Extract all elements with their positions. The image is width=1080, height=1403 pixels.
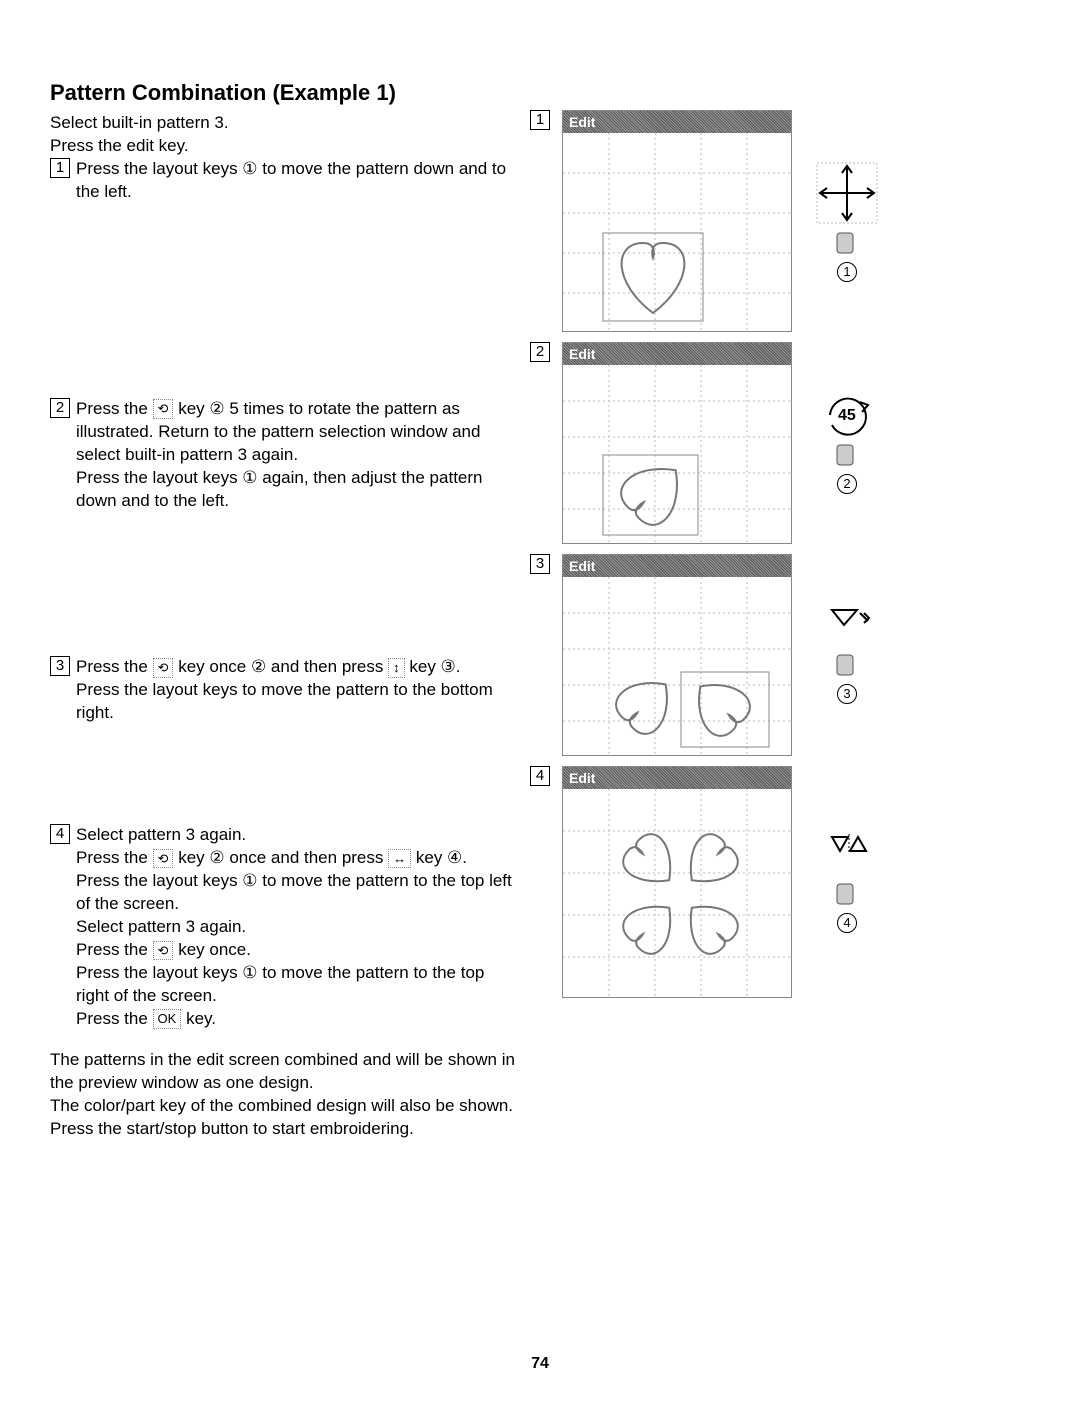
- icon-label-2: 2: [837, 474, 857, 494]
- icon-col-1: 1: [812, 110, 882, 330]
- intro-line-2: Press the edit key.: [50, 135, 520, 158]
- step-4-line2b: key ② once and then press: [178, 848, 383, 867]
- edit-grid-2: [563, 365, 791, 543]
- step-2-text-c: Press the layout keys ① again, then adju…: [76, 468, 482, 510]
- spacer: [50, 208, 520, 398]
- screen-row-2: 2 Edit: [530, 342, 1070, 544]
- step-3: 3 Press the ⟲ key once ② and then press …: [50, 656, 520, 725]
- page-title: Pattern Combination (Example 1): [50, 80, 520, 106]
- icon-col-4: 4: [812, 766, 882, 996]
- spacer: [50, 729, 520, 824]
- screen-row-3: 3 Edit: [530, 554, 1070, 756]
- step-4: 4 Select pattern 3 again. Press the ⟲ ke…: [50, 824, 520, 1030]
- screen-row-1: 1 Edit: [530, 110, 1070, 332]
- page-number: 74: [0, 1355, 1080, 1373]
- step-3-number: 3: [50, 656, 70, 676]
- device-icon: [832, 228, 862, 258]
- edit-grid-4: [563, 789, 791, 997]
- spacer: [50, 1035, 520, 1049]
- step-4-line4: Select pattern 3 again.: [76, 917, 246, 936]
- icon-label-3: 3: [837, 684, 857, 704]
- step-3-text-b: key once ② and then press: [178, 657, 383, 676]
- closing-p2: The color/part key of the combined desig…: [50, 1095, 520, 1118]
- rotate-45-label: 45: [838, 407, 856, 424]
- heart-preview-4: [563, 789, 793, 997]
- step-4-line1: Select pattern 3 again.: [76, 825, 246, 844]
- step-4-line2a: Press the: [76, 848, 148, 867]
- step-2-text: Press the ⟲ key ② 5 times to rotate the …: [76, 398, 520, 513]
- closing-p1: The patterns in the edit screen combined…: [50, 1049, 520, 1095]
- rotate-key-icon: ⟲: [153, 941, 174, 961]
- step-3-text-c: key ③.: [409, 657, 460, 676]
- heart-preview-1: [563, 133, 793, 331]
- device-icon: [832, 879, 862, 909]
- step-4-line7a: Press the: [76, 1009, 148, 1028]
- edit-screen-2: Edit: [562, 342, 792, 544]
- rotate-key-icon: ⟲: [153, 849, 174, 869]
- edit-header: Edit: [563, 555, 791, 577]
- step-4-text: Select pattern 3 again. Press the ⟲ key …: [76, 824, 520, 1030]
- screen-row-4: 4 Edit: [530, 766, 1070, 998]
- rotate-key-icon: ⟲: [153, 658, 174, 678]
- edit-header: Edit: [563, 767, 791, 789]
- edit-header: Edit: [563, 343, 791, 365]
- heart-preview-2: [563, 365, 793, 543]
- step-2-number: 2: [50, 398, 70, 418]
- rotate-key-icon: ⟲: [153, 399, 174, 419]
- step-3-text-a: Press the: [76, 657, 148, 676]
- icon-col-3: 3: [812, 554, 882, 754]
- screen-1-number: 1: [530, 110, 550, 130]
- rotate-45-icon: 45: [820, 390, 875, 440]
- ok-key-icon: OK: [153, 1009, 182, 1029]
- device-icon: [832, 440, 862, 470]
- screen-2-number: 2: [530, 342, 550, 362]
- step-4-line3: Press the layout keys ① to move the patt…: [76, 871, 512, 913]
- step-4-line6: Press the layout keys ① to move the patt…: [76, 963, 484, 1005]
- screen-4-number: 4: [530, 766, 550, 786]
- flip-v-key-icon: ↕: [388, 658, 405, 678]
- flip-h-key-icon: ↔: [388, 849, 411, 869]
- edit-screen-1: Edit: [562, 110, 792, 332]
- edit-screen-4: Edit: [562, 766, 792, 998]
- step-2-text-a: Press the: [76, 399, 148, 418]
- icon-label-1: 1: [837, 262, 857, 282]
- icon-col-2: 45 2: [812, 342, 882, 542]
- step-2: 2 Press the ⟲ key ② 5 times to rotate th…: [50, 398, 520, 513]
- edit-grid-1: [563, 133, 791, 331]
- device-icon: [832, 650, 862, 680]
- flip-h-icon: [820, 829, 875, 879]
- right-column: 1 Edit: [530, 110, 1070, 1008]
- left-column: Pattern Combination (Example 1) Select b…: [50, 80, 520, 1140]
- step-4-number: 4: [50, 824, 70, 844]
- flip-v-icon: [822, 605, 872, 650]
- step-4-line5a: Press the: [76, 940, 148, 959]
- icon-label-4: 4: [837, 913, 857, 933]
- heart-preview-3: [563, 577, 793, 755]
- step-1-number: 1: [50, 158, 70, 178]
- step-1: 1 Press the layout keys ① to move the pa…: [50, 158, 520, 204]
- step-4-line2c: key ④.: [416, 848, 467, 867]
- spacer: [50, 516, 520, 656]
- step-3-text-d: Press the layout keys to move the patter…: [76, 680, 493, 722]
- step-1-text: Press the layout keys ① to move the patt…: [76, 158, 520, 204]
- step-3-text: Press the ⟲ key once ② and then press ↕ …: [76, 656, 520, 725]
- layout-arrows-icon: [812, 158, 882, 228]
- edit-header: Edit: [563, 111, 791, 133]
- intro-line-1: Select built-in pattern 3.: [50, 112, 520, 135]
- edit-screen-3: Edit: [562, 554, 792, 756]
- screen-3-number: 3: [530, 554, 550, 574]
- closing-p3: Press the start/stop button to start emb…: [50, 1118, 520, 1141]
- step-4-line7b: key.: [186, 1009, 216, 1028]
- edit-grid-3: [563, 577, 791, 755]
- step-4-line5b: key once.: [178, 940, 251, 959]
